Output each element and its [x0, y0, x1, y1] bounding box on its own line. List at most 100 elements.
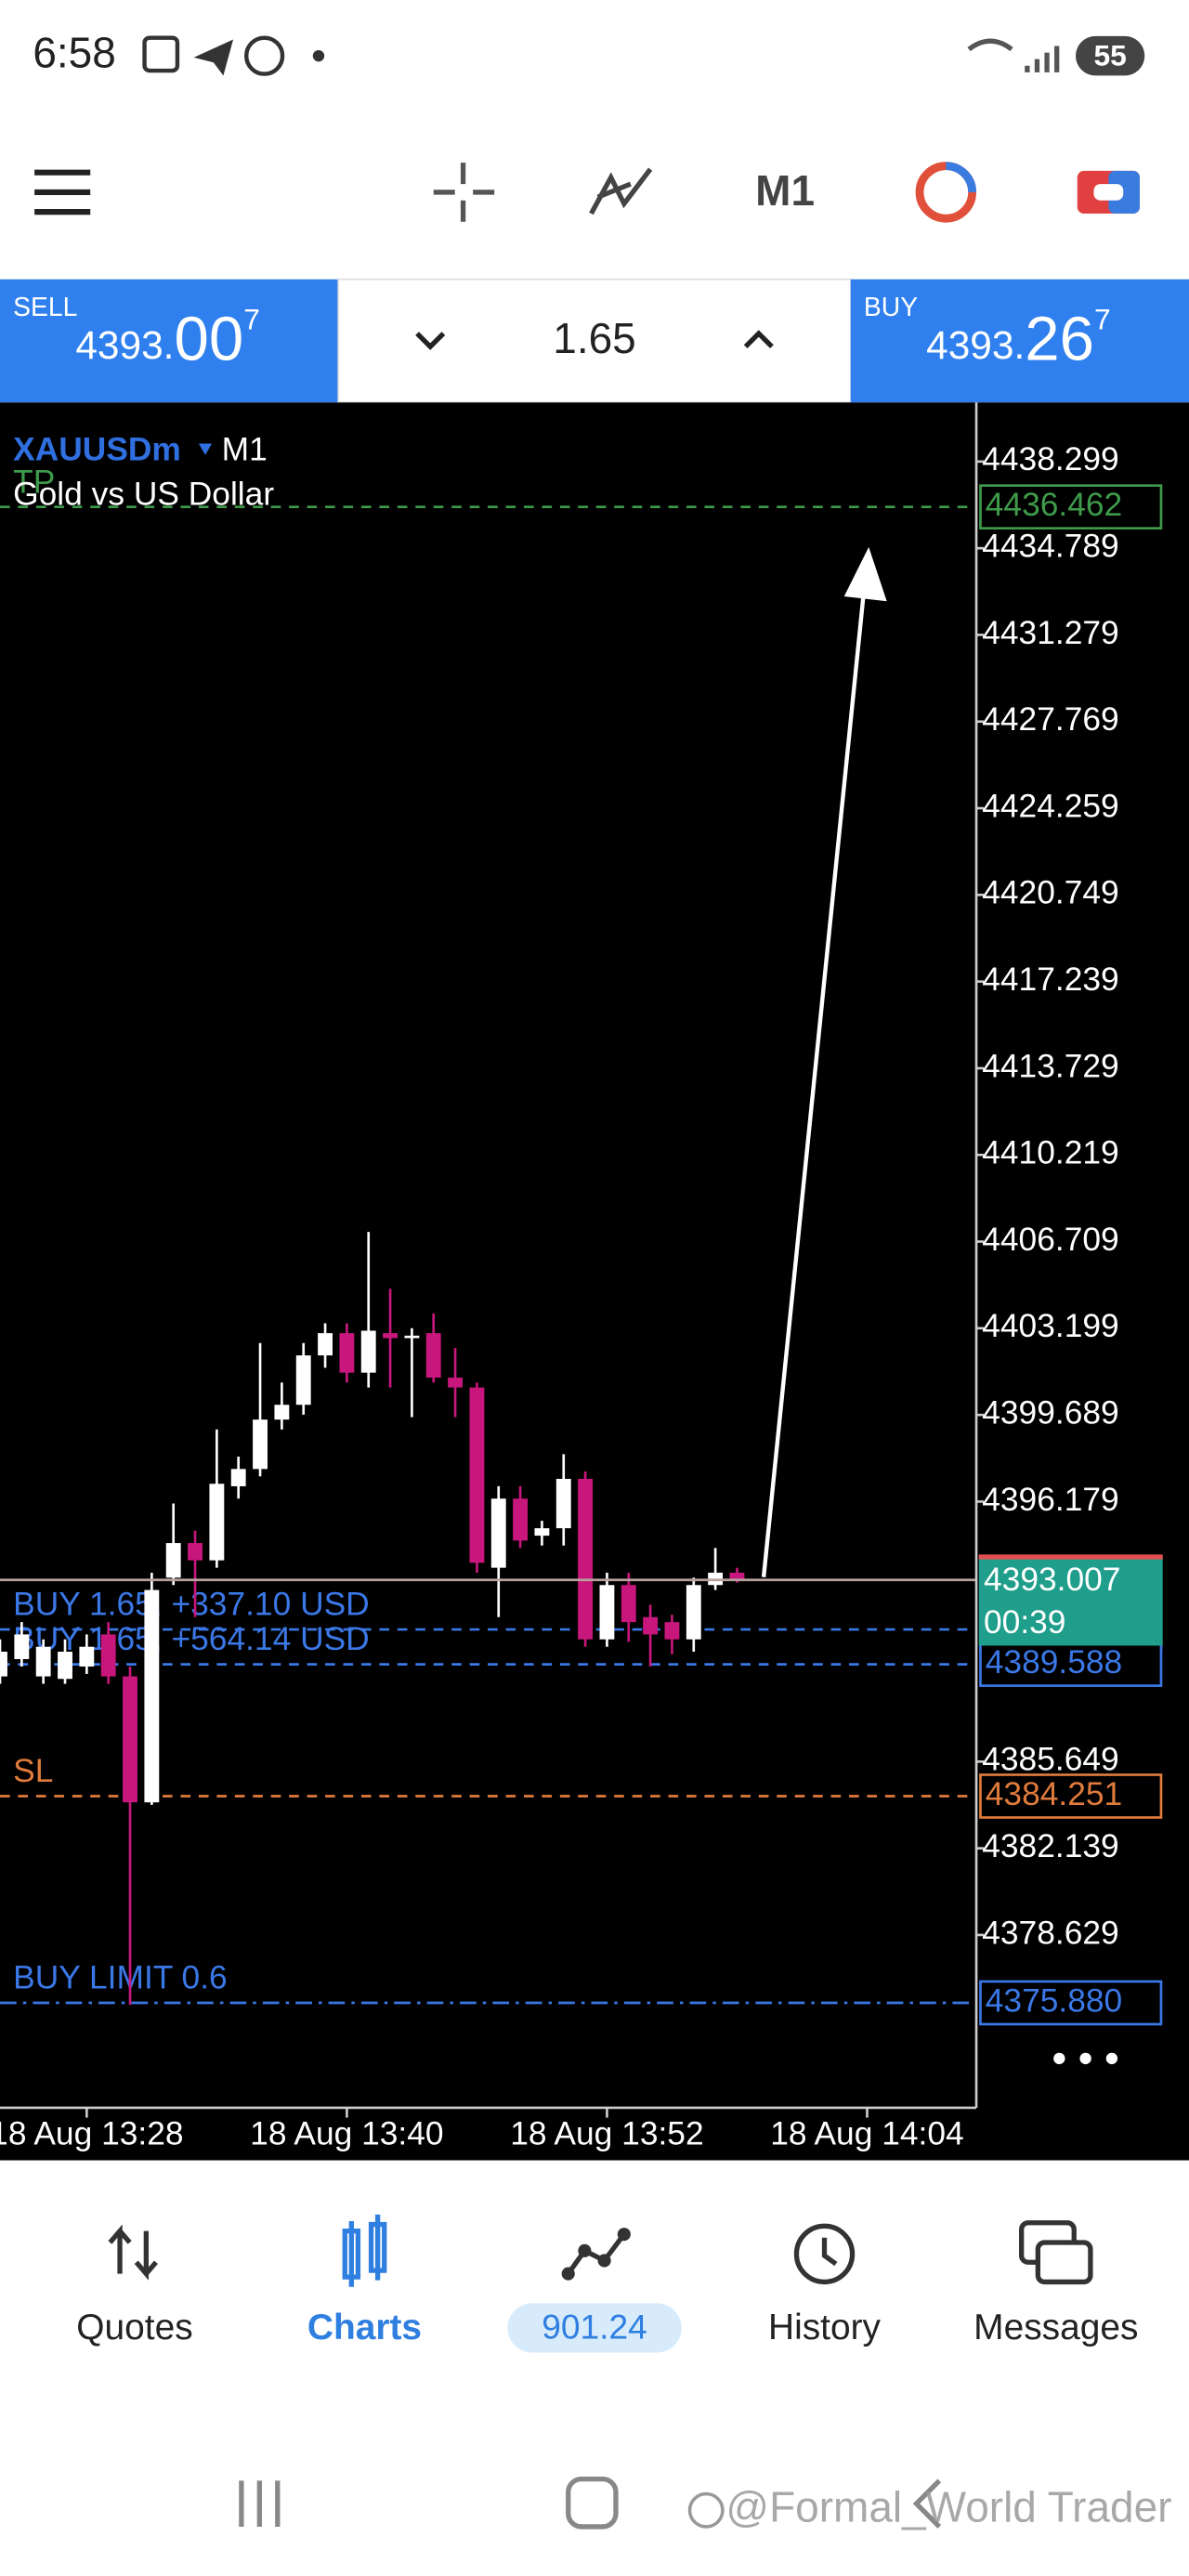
candle-body	[729, 1572, 745, 1580]
trade-icon	[566, 2232, 626, 2276]
trade-icon-dot	[578, 2243, 592, 2257]
buy-button[interactable]	[850, 279, 1189, 403]
price-level-box	[979, 1773, 1163, 1819]
watermark-icon	[687, 2491, 725, 2529]
volume-up[interactable]	[743, 330, 774, 349]
more-dot[interactable]	[1053, 2052, 1065, 2065]
symbol-dropdown[interactable]	[198, 443, 213, 455]
battery	[1076, 35, 1145, 76]
candle-body	[0, 1652, 7, 1677]
candle-body	[404, 1335, 420, 1339]
system-nav: @Formal_World Trader	[239, 2477, 1171, 2530]
chart-title: Gold vs US Dollar	[13, 476, 274, 512]
y-tick-label: 4431.279	[982, 615, 1118, 651]
candle-body	[490, 1498, 506, 1568]
buy-price-sup: 7	[1094, 303, 1111, 336]
crosshair-button[interactable]	[433, 163, 495, 222]
status-icon	[142, 35, 180, 73]
arrow-shaft	[761, 591, 867, 1577]
sell-price: 4393.007	[75, 303, 260, 373]
history-hands	[821, 2237, 838, 2267]
toolbar: M1	[34, 162, 1140, 223]
y-tick-label: 4396.179	[982, 1482, 1118, 1518]
signal-icon	[1025, 46, 1060, 72]
history-icon	[793, 2223, 856, 2285]
battery-level: 55	[1093, 38, 1126, 72]
y-tick-label: 4413.729	[982, 1048, 1118, 1084]
status-bar: 6:58 55	[33, 28, 1145, 76]
price-level-label: BUY LIMIT 0.6	[13, 1960, 228, 1996]
candle-body	[14, 1634, 30, 1659]
status-icon	[193, 39, 234, 76]
candle-body	[123, 1676, 137, 1803]
y-tick-label: 4420.749	[982, 875, 1118, 911]
candle-body	[35, 1646, 51, 1677]
nav-label[interactable]: 901.24	[542, 2308, 647, 2347]
status-dot	[312, 49, 325, 62]
candle-body	[621, 1585, 636, 1623]
candle-body	[555, 1478, 571, 1529]
volume[interactable]: 1.65	[553, 314, 635, 362]
recents-button[interactable]	[239, 2480, 281, 2527]
buy-label: BUY	[864, 292, 918, 321]
more-dot[interactable]	[1079, 2052, 1091, 2065]
nav-label[interactable]: History	[768, 2308, 882, 2347]
price-level-value: 4384.251	[986, 1776, 1122, 1812]
sell-price-sup: 7	[243, 303, 260, 336]
y-tick-label: 4378.629	[982, 1915, 1118, 1951]
candle-body	[165, 1543, 181, 1578]
timeframe-button[interactable]: M1	[755, 166, 815, 215]
candle-body	[664, 1622, 680, 1640]
trade-icon-dot	[561, 2267, 575, 2281]
trade-icon-dot	[617, 2228, 631, 2242]
more-dot[interactable]	[1105, 2052, 1118, 2065]
y-tick-label: 4417.239	[982, 961, 1118, 998]
candle-body	[339, 1333, 355, 1373]
candle-body	[144, 1589, 160, 1803]
home-button[interactable]	[566, 2477, 619, 2530]
sell-label: SELL	[13, 292, 77, 321]
objects-button-accent	[946, 162, 977, 193]
candle-body	[360, 1330, 376, 1373]
y-tick-label: 4410.219	[982, 1135, 1118, 1171]
bid-timer: 00:39	[984, 1604, 1065, 1641]
bid-value: 4393.007	[984, 1562, 1120, 1598]
candle-body	[58, 1652, 72, 1680]
bottom-nav: Quotes Charts 901.24 History Messages	[0, 2160, 1189, 2424]
candle-body	[100, 1634, 116, 1677]
menu-button[interactable]	[34, 169, 91, 216]
nav-label[interactable]: Quotes	[76, 2308, 192, 2347]
balance-pill	[507, 2303, 682, 2353]
price-level-label: BUY 1.65, +337.10 USD	[13, 1587, 370, 1623]
indicators-button[interactable]	[589, 167, 653, 216]
y-tick-label: 4403.199	[982, 1308, 1118, 1344]
wifi-icon	[967, 38, 1013, 52]
sell-price-main: 4393.	[75, 323, 174, 367]
back-button[interactable]	[912, 2478, 942, 2529]
candle-body	[425, 1333, 441, 1378]
symbol[interactable]: XAUUSDm	[13, 432, 181, 468]
y-tick-label: 4385.649	[982, 1742, 1118, 1778]
buy-price-main: 4393.	[926, 323, 1025, 367]
clock: 6:58	[33, 28, 115, 76]
candle-body	[643, 1616, 659, 1635]
price-level-label: BUY 1.65, +564.14 USD	[13, 1621, 370, 1657]
sell-button[interactable]	[0, 279, 339, 403]
x-tick-label: 18 Aug 14:04	[770, 2115, 963, 2151]
x-tick-label: 18 Aug 13:40	[250, 2115, 443, 2151]
nav-label[interactable]: Messages	[973, 2308, 1138, 2347]
candle-body	[253, 1419, 268, 1470]
candle-body	[274, 1405, 290, 1420]
arrow-head	[843, 546, 887, 602]
candle-body	[188, 1543, 203, 1561]
nav-background	[0, 2160, 1189, 2424]
chart-background	[0, 402, 1189, 2161]
x-tick-label: 18 Aug 13:52	[510, 2115, 703, 2151]
trade-button-accent	[1108, 170, 1140, 214]
candle-body	[578, 1478, 594, 1640]
y-tick-label: 4424.259	[982, 788, 1118, 824]
nav-label[interactable]: Charts	[307, 2308, 422, 2347]
volume-down[interactable]	[415, 332, 446, 350]
